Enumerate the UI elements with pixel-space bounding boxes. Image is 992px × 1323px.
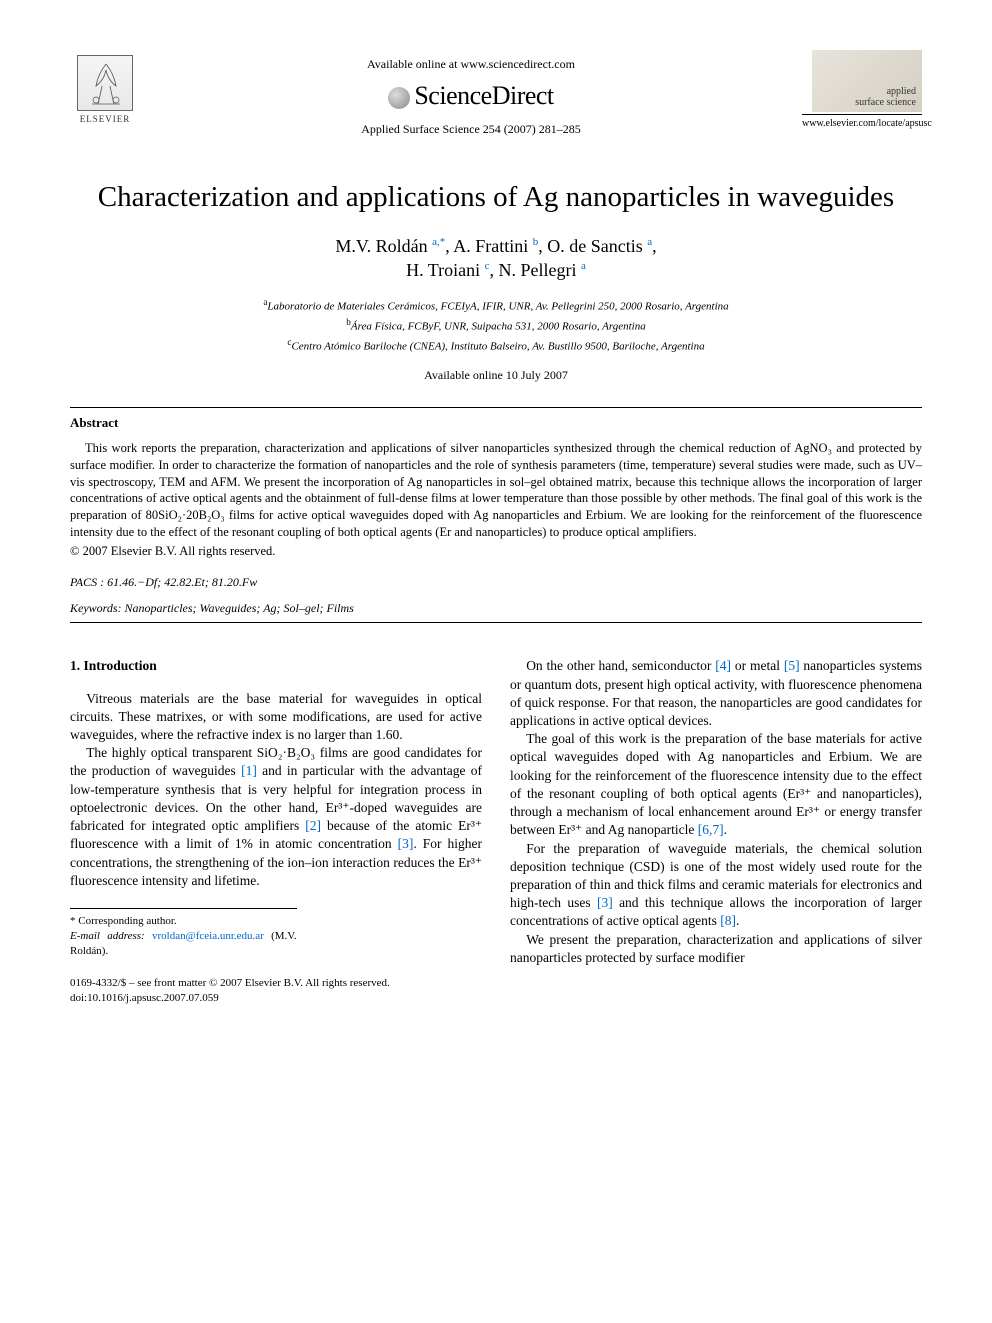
corresponding-label: * Corresponding author.: [70, 914, 297, 929]
page-header: ELSEVIER Available online at www.science…: [70, 50, 922, 175]
publisher-name: ELSEVIER: [80, 113, 131, 125]
affiliations: aLaboratorio de Materiales Cerámicos, FC…: [70, 296, 922, 355]
section-1-heading: 1. Introduction: [70, 657, 482, 675]
abstract-copyright: © 2007 Elsevier B.V. All rights reserved…: [70, 543, 922, 560]
divider-rule: [70, 407, 922, 408]
abstract-text: This work reports the preparation, chara…: [70, 440, 922, 541]
paper-title: Characterization and applications of Ag …: [70, 179, 922, 215]
available-online-date: Available online 10 July 2007: [70, 367, 922, 383]
issn-line: 0169-4332/$ – see front matter © 2007 El…: [70, 976, 482, 990]
intro-paragraph-2: The highly optical transparent SiO₂·B₂O₃…: [70, 744, 482, 890]
sciencedirect-dot-icon: [388, 87, 410, 109]
article-body: 1. Introduction Vitreous materials are t…: [70, 657, 922, 1005]
corresponding-email[interactable]: vroldan@fceia.unr.edu.ar: [152, 930, 264, 942]
affiliation-a: Laboratorio de Materiales Cerámicos, FCE…: [267, 301, 728, 313]
header-center: Available online at www.sciencedirect.co…: [140, 50, 802, 175]
journal-url[interactable]: www.elsevier.com/locate/apsusc: [802, 114, 922, 131]
corresponding-author-footnote: * Corresponding author. E-mail address: …: [70, 908, 297, 959]
affiliation-c: Centro Atómico Bariloche (CNEA), Institu…: [291, 340, 704, 352]
journal-name-1: applied: [855, 86, 916, 97]
journal-name-2: surface science: [855, 97, 916, 108]
citation-line: Applied Surface Science 254 (2007) 281–2…: [140, 121, 802, 137]
doi-line[interactable]: doi:10.1016/j.apsusc.2007.07.059: [70, 991, 482, 1005]
front-matter-footer: 0169-4332/$ – see front matter © 2007 El…: [70, 976, 482, 1005]
journal-thumbnail: applied surface science www.elsevier.com…: [802, 50, 922, 131]
divider-rule-2: [70, 622, 922, 623]
author-list: M.V. Roldán a,*, A. Frattini b, O. de Sa…: [70, 234, 922, 283]
pacs-codes: PACS : 61.46.−Df; 42.82.Et; 81.20.Fw: [70, 574, 922, 590]
intro-paragraph-3: On the other hand, semiconductor [4] or …: [510, 657, 922, 730]
available-online-text: Available online at www.sciencedirect.co…: [140, 56, 802, 72]
intro-paragraph-1: Vitreous materials are the base material…: [70, 690, 482, 745]
email-label: E-mail address:: [70, 930, 145, 942]
affiliation-b: Área Física, FCByF, UNR, Suipacha 531, 2…: [351, 321, 646, 333]
elsevier-tree-icon: [77, 55, 133, 111]
intro-paragraph-6: We present the preparation, characteriza…: [510, 931, 922, 967]
intro-paragraph-5: For the preparation of waveguide materia…: [510, 840, 922, 931]
sciencedirect-logo: ScienceDirect: [140, 78, 802, 113]
publisher-logo: ELSEVIER: [70, 50, 140, 130]
keywords: Keywords: Nanoparticles; Waveguides; Ag;…: [70, 600, 922, 616]
journal-cover-icon: applied surface science: [812, 50, 922, 112]
intro-paragraph-4: The goal of this work is the preparation…: [510, 730, 922, 839]
abstract-heading: Abstract: [70, 414, 922, 432]
sciencedirect-text: ScienceDirect: [414, 81, 553, 110]
